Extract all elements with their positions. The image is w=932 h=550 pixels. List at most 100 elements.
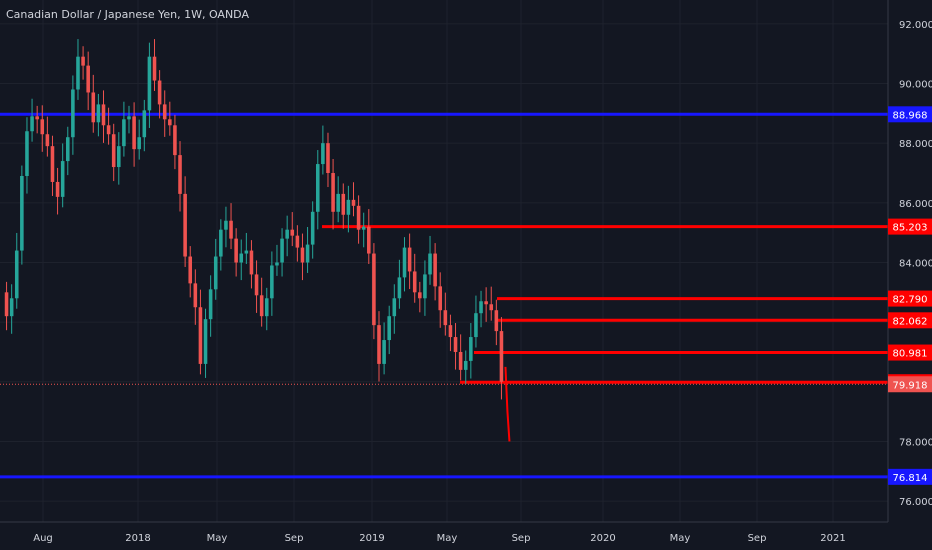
candle-body xyxy=(341,193,346,215)
candle-body xyxy=(173,125,177,156)
candle xyxy=(234,228,238,277)
candle xyxy=(341,183,346,229)
candle-body xyxy=(270,265,274,299)
candle xyxy=(40,105,45,152)
candle xyxy=(275,244,279,276)
candle xyxy=(168,101,172,136)
candle xyxy=(203,308,208,378)
candle xyxy=(71,75,75,155)
candle-body xyxy=(45,134,50,147)
candle-body xyxy=(234,238,238,263)
candle xyxy=(106,107,111,145)
candle-body xyxy=(489,304,494,311)
candle-body xyxy=(60,161,65,197)
candle xyxy=(111,123,116,182)
candle xyxy=(183,176,187,267)
candle xyxy=(4,281,9,331)
candle-body xyxy=(9,298,14,317)
candle-body xyxy=(244,250,249,254)
candle xyxy=(259,277,264,327)
candle xyxy=(198,289,203,375)
candle-body xyxy=(50,146,55,182)
candle-body xyxy=(122,119,126,147)
candle xyxy=(372,243,376,340)
candle-body xyxy=(224,220,228,230)
candle-body xyxy=(412,271,417,293)
candle-body xyxy=(35,116,39,120)
candle xyxy=(193,269,198,325)
candle-body xyxy=(295,235,300,248)
candle xyxy=(127,105,131,134)
candle-body xyxy=(469,337,473,361)
candle-body xyxy=(14,250,19,299)
candle xyxy=(239,239,244,281)
candle-body xyxy=(463,360,468,370)
candle xyxy=(494,299,499,346)
candle-body xyxy=(219,229,223,257)
candle xyxy=(499,317,504,400)
candle xyxy=(433,243,437,301)
candle xyxy=(285,215,289,257)
candle-body xyxy=(239,253,244,263)
candle xyxy=(280,228,284,277)
y-tick-label: 86.000 xyxy=(899,199,932,210)
candle-body xyxy=(25,131,29,176)
candle xyxy=(392,284,397,334)
candle-body xyxy=(132,116,136,150)
x-tick-label: May xyxy=(670,533,691,544)
candle xyxy=(428,235,432,285)
candle xyxy=(157,70,162,119)
candle xyxy=(361,212,366,248)
candle xyxy=(244,232,249,264)
candle-body xyxy=(351,199,356,206)
candle-body xyxy=(428,253,432,275)
candle xyxy=(60,143,65,208)
price-tag xyxy=(888,290,932,307)
candle-body xyxy=(377,325,381,364)
candle xyxy=(331,158,335,230)
candle xyxy=(162,90,167,137)
candle-body xyxy=(372,253,376,326)
y-tick-label: 92.000 xyxy=(899,20,932,31)
candle xyxy=(336,176,340,223)
candle-body xyxy=(285,229,289,239)
candle-body xyxy=(183,193,187,257)
candle-body xyxy=(101,104,106,126)
candle xyxy=(208,275,213,337)
candle xyxy=(249,240,254,289)
price-tag-label: 82.062 xyxy=(893,316,928,327)
candle-body xyxy=(229,220,233,239)
candle-body xyxy=(264,298,269,317)
candle xyxy=(178,141,182,212)
candle xyxy=(96,93,101,137)
candle xyxy=(321,125,325,175)
y-tick-label: 88.000 xyxy=(899,139,932,150)
x-tick-label: 2018 xyxy=(125,533,150,544)
candle-body xyxy=(453,337,458,352)
candle xyxy=(264,287,269,331)
candle-body xyxy=(331,173,335,212)
x-tick-label: Sep xyxy=(285,533,304,544)
candle-body xyxy=(208,289,213,320)
candle xyxy=(50,135,55,196)
candle xyxy=(30,98,34,142)
candle xyxy=(20,165,24,265)
candle xyxy=(484,287,488,322)
candle xyxy=(132,102,136,167)
candle-body xyxy=(305,244,310,263)
candle xyxy=(14,232,19,309)
last-price-label: 79.918 xyxy=(893,380,928,391)
candle-body xyxy=(76,56,80,90)
candle-body xyxy=(367,226,371,254)
candle-body xyxy=(96,104,101,123)
candle-body xyxy=(55,181,60,197)
candle xyxy=(213,238,218,300)
candle-body xyxy=(290,229,295,236)
price-tag-label: 85.203 xyxy=(893,223,928,234)
candle-body xyxy=(259,295,264,317)
candle xyxy=(479,290,483,328)
candle xyxy=(35,105,39,134)
candle xyxy=(86,51,90,111)
candle-body xyxy=(382,340,386,364)
candle xyxy=(295,225,300,262)
